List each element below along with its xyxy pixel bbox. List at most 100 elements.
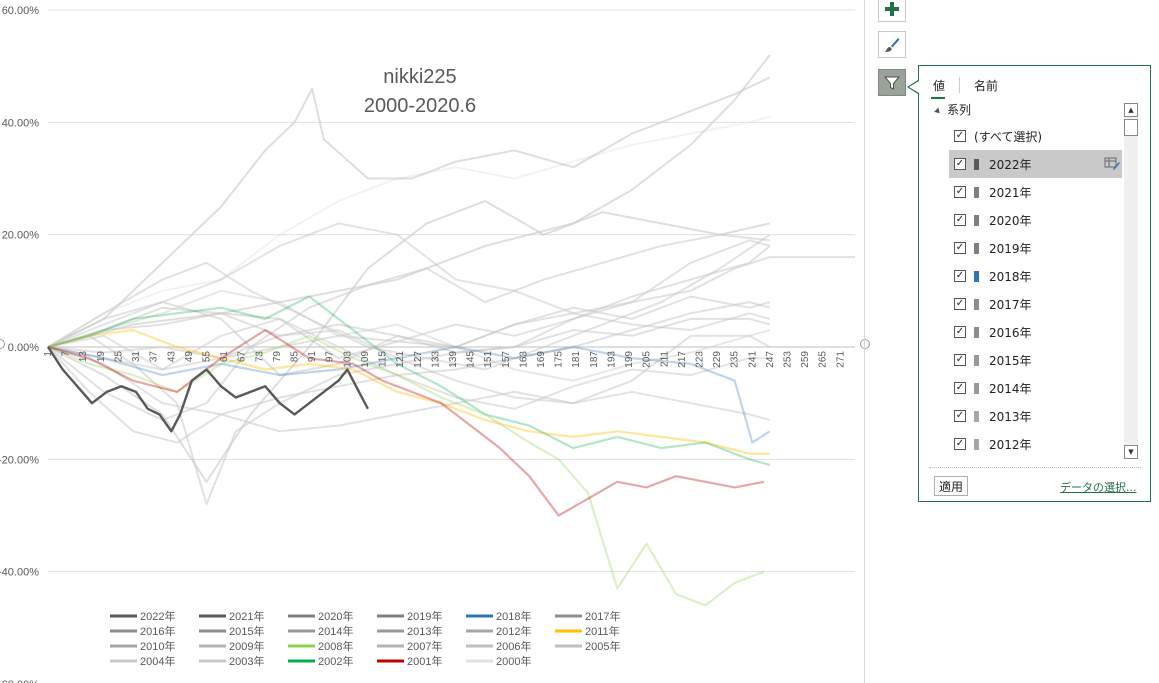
- chart-styles-button[interactable]: [878, 31, 906, 58]
- series-checkbox[interactable]: ✓: [954, 242, 966, 254]
- series-filter-item[interactable]: ✓ 2022年: [949, 150, 1122, 178]
- select-data-link[interactable]: データの選択...: [1060, 481, 1137, 494]
- edit-series-icon[interactable]: [1104, 157, 1120, 171]
- x-tick-label: 169: [536, 351, 547, 368]
- series-checkbox[interactable]: ✓: [954, 410, 966, 422]
- series-line[interactable]: [47, 54, 771, 348]
- series-line[interactable]: [47, 329, 771, 421]
- x-tick-label: 67: [237, 351, 248, 363]
- series-filter-item[interactable]: ✓ 2017年: [949, 290, 1122, 318]
- legend-label: 2017年: [585, 609, 620, 623]
- x-tick-label: 199: [624, 351, 635, 368]
- series-line[interactable]: [47, 76, 771, 348]
- x-axis-labels: 1 7 13 19 25 31 37 43 49 55 61 67 73 79 85 91 97 103 109 11…: [43, 351, 846, 368]
- series-group-label: 系列: [947, 103, 972, 117]
- x-tick-label: 181: [571, 351, 582, 368]
- chart-filters-button[interactable]: [878, 69, 906, 96]
- chart-title-line2: 2000-2020.6: [364, 95, 476, 117]
- select-all-checkbox[interactable]: ✓: [954, 130, 966, 142]
- tab-values[interactable]: 値: [933, 78, 946, 93]
- series-line[interactable]: [47, 115, 771, 348]
- series-line[interactable]: [47, 256, 855, 506]
- series-rows: ✓ 2022年 ✓ 2021年 ✓ 2020年 ✓ 2019年 ✓ 2018年 ✓ 2017年 ✓ 201…: [949, 150, 1122, 458]
- series-line[interactable]: [47, 295, 771, 377]
- chart-elements-button[interactable]: [878, 0, 906, 22]
- series-line[interactable]: [47, 239, 771, 360]
- legend-label: 2004年: [140, 654, 175, 668]
- scroll-thumb[interactable]: [1124, 119, 1138, 136]
- series-line[interactable]: [47, 329, 770, 455]
- legend-label: 2016年: [140, 624, 175, 638]
- active-tab-indicator: [931, 97, 945, 99]
- series-line[interactable]: [47, 345, 771, 444]
- x-tick-label: 211: [659, 351, 670, 367]
- series-filter-item[interactable]: ✓ 2012年: [949, 430, 1122, 458]
- series-checkbox[interactable]: ✓: [954, 186, 966, 198]
- series-list-scrollbar[interactable]: ▲ ▼: [1124, 103, 1138, 459]
- series-color-swatch: [974, 438, 979, 450]
- legend-label: 2006年: [496, 639, 531, 653]
- series-line[interactable]: [47, 317, 770, 410]
- brush-icon: [885, 37, 900, 52]
- scroll-down-button[interactable]: ▼: [1124, 445, 1138, 459]
- chart-legend: 2022年 2021年 2020年 2019年 2018年 2017年 2016年 2015年…: [110, 609, 620, 668]
- collapse-triangle-icon[interactable]: [934, 107, 942, 116]
- chart-border: [864, 0, 865, 683]
- series-filter-item[interactable]: ✓ 2014年: [949, 374, 1122, 402]
- x-tick-label: 7: [61, 351, 72, 357]
- chart-area[interactable]: 60.00% 40.00% 20.00% 0.00% -20.00% -40.00% -60…: [0, 0, 870, 683]
- x-tick-label: 187: [589, 351, 600, 368]
- list-item-select-all[interactable]: ✓ (すべて選択): [949, 122, 1122, 150]
- series-color-swatch: [974, 410, 979, 422]
- series-checkbox[interactable]: ✓: [954, 382, 966, 394]
- series-filter-item[interactable]: ✓ 2015年: [949, 346, 1122, 374]
- series-line[interactable]: [47, 334, 771, 444]
- series-line[interactable]: [46, 346, 369, 433]
- x-tick-label: 31: [131, 351, 142, 363]
- series-filter-label: 2018年: [989, 269, 1032, 284]
- series-line[interactable]: [47, 245, 771, 360]
- series-checkbox[interactable]: ✓: [954, 354, 966, 366]
- x-tick-label: 121: [395, 351, 406, 368]
- series-checkbox[interactable]: ✓: [954, 158, 966, 170]
- series-filter-item[interactable]: ✓ 2021年: [949, 178, 1122, 206]
- legend-label: 2020年: [318, 609, 353, 623]
- series-line[interactable]: [47, 295, 771, 466]
- series-line[interactable]: [47, 233, 771, 421]
- series-filter-item[interactable]: ✓ 2020年: [949, 206, 1122, 234]
- series-checkbox[interactable]: ✓: [954, 438, 966, 450]
- x-tick-label: 55: [201, 351, 212, 363]
- x-tick-label: 139: [448, 351, 459, 368]
- series-line[interactable]: [47, 222, 771, 348]
- series-filter-label: 2016年: [989, 325, 1032, 340]
- series-group[interactable]: 系列: [934, 101, 972, 118]
- series-checkbox[interactable]: ✓: [954, 326, 966, 338]
- x-tick-label: 223: [694, 351, 705, 368]
- series-line[interactable]: [47, 200, 771, 483]
- series-checkbox[interactable]: ✓: [954, 214, 966, 226]
- filter-tabs: 値 名前: [931, 74, 1000, 96]
- series-line[interactable]: [47, 301, 771, 416]
- series-filter-label: 2021年: [989, 185, 1032, 200]
- y-tick-label: 0.00%: [8, 342, 39, 354]
- series-line[interactable]: [47, 233, 771, 371]
- y-tick-label: -40.00%: [0, 567, 39, 579]
- series-filter-item[interactable]: ✓ 2018年: [949, 262, 1122, 290]
- y-tick-label: 20.00%: [2, 230, 40, 242]
- series-line[interactable]: [47, 334, 765, 607]
- x-tick-label: 235: [730, 351, 741, 368]
- apply-button[interactable]: 適用: [934, 476, 968, 496]
- series-checkbox[interactable]: ✓: [954, 270, 966, 282]
- series-filter-item[interactable]: ✓ 2019年: [949, 234, 1122, 262]
- scroll-up-button[interactable]: ▲: [1124, 103, 1138, 117]
- series-filter-label: 2012年: [989, 437, 1032, 452]
- series-filter-item[interactable]: ✓ 2016年: [949, 318, 1122, 346]
- x-tick-label: 175: [554, 351, 565, 368]
- series-filter-item[interactable]: ✓ 2013年: [949, 402, 1122, 430]
- y-tick-label: -20.00%: [0, 454, 39, 466]
- legend-label: 2011年: [585, 624, 620, 638]
- tab-names[interactable]: 名前: [974, 78, 999, 93]
- series-checkbox[interactable]: ✓: [954, 298, 966, 310]
- chart-resize-handle-right[interactable]: [860, 339, 870, 349]
- x-tick-label: 73: [254, 351, 265, 363]
